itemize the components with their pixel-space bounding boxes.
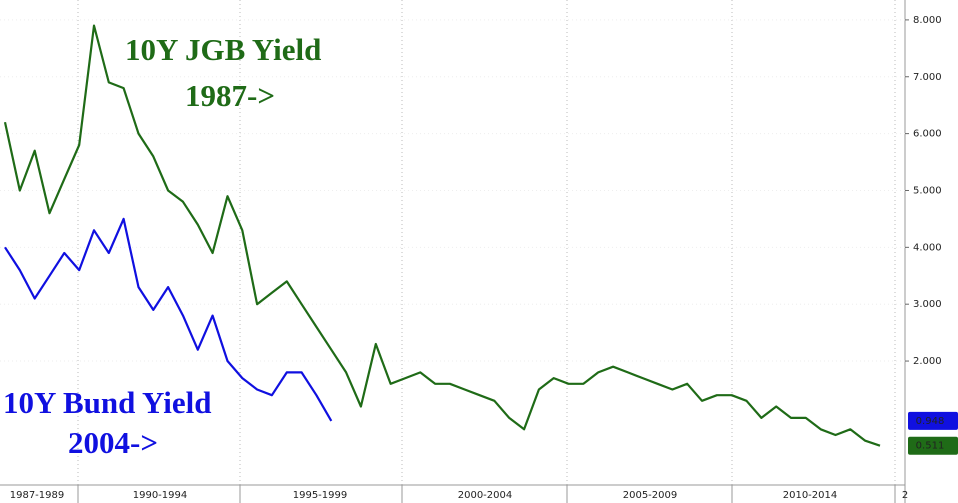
- x-tick-label: 2000-2004: [458, 490, 513, 501]
- x-tick-label: 2010-2014: [783, 490, 838, 501]
- line-series: [3, 24, 881, 447]
- x-tick-label: 2: [902, 490, 908, 501]
- y-tick-label: 3.000: [913, 299, 942, 310]
- series-label: 10Y Bund Yield: [3, 385, 211, 420]
- x-tick-label: 2005-2009: [623, 490, 678, 501]
- series-label: 10Y JGB Yield: [125, 32, 321, 67]
- series-sublabel: 1987->: [185, 78, 275, 113]
- x-tick-label: 1990-1994: [133, 490, 188, 501]
- y-tick-label: 8.000: [913, 15, 942, 26]
- y-tick-label: 6.000: [913, 129, 942, 140]
- last-value-label: 0.948: [916, 416, 945, 427]
- x-tick-label: 1987-1989: [10, 490, 65, 501]
- last-value-tag: [908, 436, 958, 455]
- last-value-label: 0.511: [916, 441, 945, 452]
- line-series: [4, 217, 333, 422]
- y-tick-label: 7.000: [913, 72, 942, 83]
- last-value-tag: [908, 411, 958, 430]
- y-tick-label: 5.000: [913, 185, 942, 196]
- y-tick-label: 2.000: [913, 356, 942, 367]
- x-tick-label: 1995-1999: [293, 490, 348, 501]
- series-sublabel: 2004->: [68, 425, 158, 460]
- y-tick-label: 4.000: [913, 242, 942, 253]
